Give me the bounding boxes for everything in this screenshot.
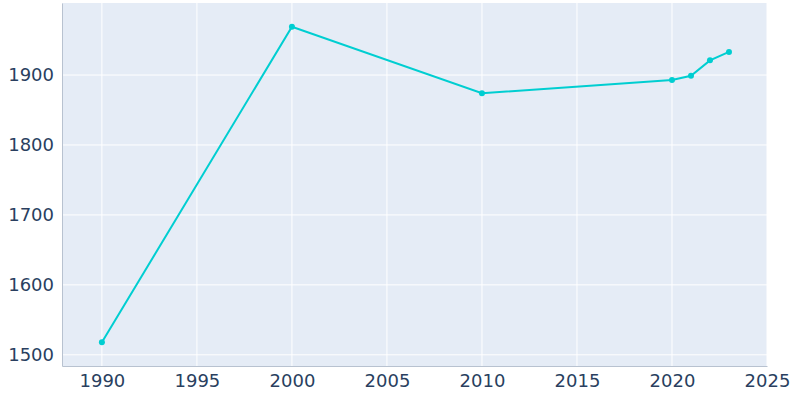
y-axis-tick: 1800 [8, 134, 62, 155]
plot-background [62, 3, 767, 366]
x-axis-tick: 1995 [175, 366, 221, 391]
grid [62, 3, 767, 366]
x-axis-tick: 2005 [365, 366, 411, 391]
x-axis-tick: 2000 [270, 366, 316, 391]
marker [99, 339, 105, 345]
x-grid-line [101, 3, 102, 366]
x-axis-tick: 2010 [460, 366, 506, 391]
y-axis-tick-label: 1800 [8, 134, 54, 155]
x-axis-tick-label: 2025 [745, 370, 791, 391]
y-grid-line [62, 144, 767, 145]
y-grid-line [62, 354, 767, 355]
marker [688, 73, 694, 79]
x-axis-tick-label: 1990 [79, 370, 125, 391]
y-axis-tick: 1700 [8, 204, 62, 225]
y-axis-tick: 1600 [8, 274, 62, 295]
y-grid-line [62, 214, 767, 215]
x-axis-tick-label: 2000 [270, 370, 316, 391]
x-axis-tick: 1990 [79, 366, 125, 391]
marker [479, 90, 485, 96]
x-axis: 1990 1995 2000 2005 2010 2015 2020 2025 [63, 366, 791, 391]
y-axis-tick-label: 1700 [8, 204, 54, 225]
x-axis-tick-label: 2005 [365, 370, 411, 391]
line [102, 27, 729, 342]
y-axis-tick-label: 1500 [8, 344, 54, 365]
y-axis-tick: 1500 [8, 344, 62, 365]
marker [726, 49, 732, 55]
marker [289, 24, 295, 30]
marker [707, 57, 713, 63]
x-axis-tick-label: 2010 [460, 370, 506, 391]
x-grid-line [671, 3, 672, 366]
series [99, 24, 732, 345]
x-grid-line [576, 3, 577, 366]
x-grid-line [767, 3, 768, 366]
y-axis-tick: 1900 [8, 64, 62, 85]
y-grid-line [62, 75, 767, 76]
x-grid-line [291, 3, 292, 366]
y-axis-tick-label: 1600 [8, 274, 54, 295]
x-axis-line [63, 366, 768, 367]
y-grid-line [62, 284, 767, 285]
x-grid-line [481, 3, 482, 366]
x-axis-tick: 2025 [745, 366, 791, 391]
y-axis-tick-label: 1900 [8, 64, 54, 85]
y-axis: 1500 1600 1700 1800 1900 [8, 4, 62, 367]
x-axis-tick-label: 2015 [555, 370, 601, 391]
x-axis-tick: 2020 [650, 366, 696, 391]
x-axis-tick-label: 2020 [650, 370, 696, 391]
x-grid-line [386, 3, 387, 366]
x-axis-tick-label: 1995 [175, 370, 221, 391]
chart: 1990 1995 2000 2005 2010 2015 2020 2025 1500 1600… [0, 0, 800, 400]
marker [669, 77, 675, 83]
y-axis-line [62, 4, 63, 367]
plot: 1990 1995 2000 2005 2010 2015 2020 2025 1500 1600… [8, 3, 790, 391]
x-axis-tick: 2015 [555, 366, 601, 391]
